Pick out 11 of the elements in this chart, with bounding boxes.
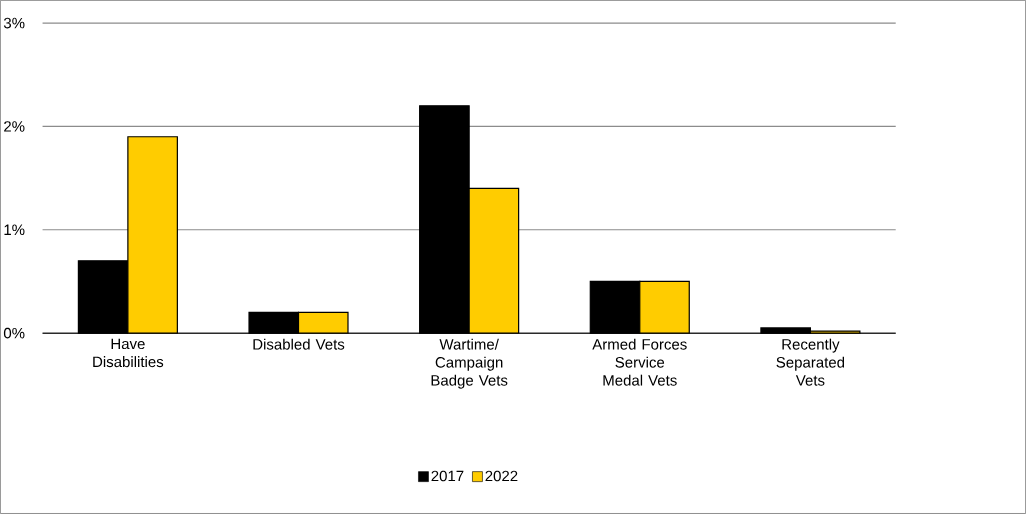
- x-tick-label: Recently Separated Vets: [776, 338, 845, 386]
- y-tick-label: 0%: [3, 327, 25, 339]
- legend-label: 2017: [431, 470, 464, 482]
- y-tick-label: 3%: [3, 17, 25, 29]
- y-tick-label: 2%: [4, 121, 25, 132]
- legend-label: 2022: [485, 470, 518, 482]
- x-tick-label: Wartime/Campaign Badge Vets: [431, 338, 508, 389]
- x-tick-label: Disabled Vets: [253, 338, 345, 350]
- x-tick-label: Have Disabilities: [93, 338, 164, 368]
- y-tick-label: 1%: [4, 224, 25, 236]
- x-tick-label: Armed Forces Service Medal Vets: [592, 338, 687, 386]
